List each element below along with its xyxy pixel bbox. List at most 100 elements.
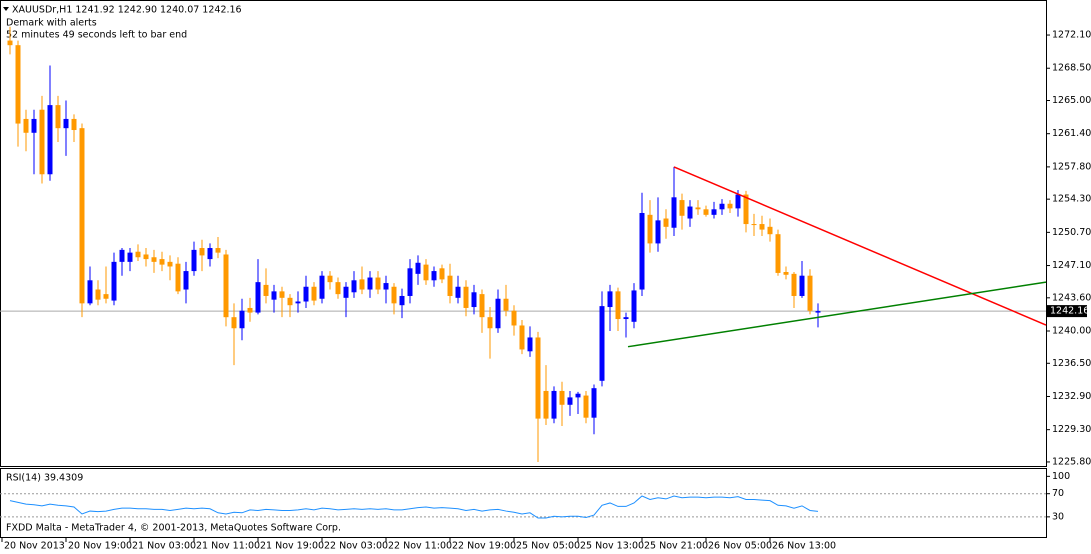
candle-body [615, 291, 621, 320]
candle-body [199, 248, 205, 256]
x-tick-label: 26 Nov 05:00 [708, 541, 772, 552]
candle-body [143, 254, 149, 260]
candle-body [647, 214, 653, 244]
candle-body [679, 200, 685, 216]
rsi-tick-label: 70 [1052, 488, 1064, 499]
candle-body [239, 310, 245, 329]
candle-body [591, 388, 597, 418]
candle-body [495, 298, 501, 329]
y-tick-label: 1257.80 [1052, 161, 1091, 172]
candle-body [791, 273, 797, 296]
candle-body [271, 291, 277, 300]
y-tick-label: 1232.90 [1052, 391, 1091, 402]
candle-body [255, 282, 261, 313]
x-tick-label: 25 Nov 05:00 [516, 541, 580, 552]
candle-body [287, 297, 293, 306]
candle-body [711, 209, 717, 215]
candle-body [743, 194, 749, 225]
candle-body [135, 251, 141, 258]
candle-body [311, 286, 317, 301]
y-tick-label: 1250.70 [1052, 227, 1091, 238]
candle-body [327, 275, 333, 283]
chart-title: XAUUSDr,H1 1241.92 1242.90 1240.07 1242.… [12, 5, 242, 16]
y-tick-label: 1265.00 [1052, 95, 1091, 106]
candle-body [279, 291, 285, 298]
candle-body [191, 249, 197, 272]
candle-body [735, 194, 741, 209]
candle-body [151, 257, 157, 262]
candle-body [175, 263, 181, 292]
candle-body [567, 397, 573, 405]
candle-body [159, 259, 165, 265]
candle-body [223, 254, 229, 318]
y-tick-label: 1268.50 [1052, 63, 1091, 74]
candle-body [335, 282, 341, 295]
candle-body [543, 390, 549, 419]
rsi-line [9, 495, 819, 519]
candle-body [391, 286, 397, 304]
footer: FXDD Malta - MetaTrader 4, © 2001-2013, … [6, 523, 341, 534]
candle-body [463, 286, 469, 308]
candle-body [799, 275, 805, 296]
candle-body [727, 203, 733, 209]
y-tick-label: 1229.30 [1052, 424, 1091, 435]
candle-body [423, 264, 429, 281]
price-tag-label: 1242.16 [1050, 306, 1089, 317]
candle-body [351, 280, 357, 293]
candle-body [231, 317, 237, 329]
candle-body [15, 45, 21, 124]
candle-body [455, 286, 461, 298]
candle-body [207, 248, 213, 260]
candle-body [551, 390, 557, 419]
candle-body [639, 212, 645, 290]
y-tick-label: 1243.60 [1052, 292, 1091, 303]
y-tick-label: 1272.10 [1052, 30, 1091, 41]
candle-body [247, 307, 253, 313]
x-tick-label: 21 Nov 03:00 [132, 541, 196, 552]
candle-body [87, 280, 93, 304]
candle-body [343, 286, 349, 298]
candle-body [367, 277, 373, 290]
candle-body [303, 286, 309, 302]
candle-body [447, 275, 453, 296]
candle-body [63, 118, 69, 129]
candle-body [7, 40, 13, 46]
candle-body [215, 248, 221, 253]
candle-body [263, 284, 269, 296]
candle-body [375, 277, 381, 290]
y-tick-label: 1225.80 [1052, 456, 1091, 467]
candle-body [687, 206, 693, 219]
candle-body [319, 275, 325, 299]
y-tick-label: 1254.30 [1052, 194, 1091, 205]
x-tick-label: 25 Nov 13:00 [580, 541, 644, 552]
rsi-label: RSI(14) 39.4309 [6, 473, 83, 484]
rsi-tick-label: 30 [1052, 511, 1064, 522]
candle-body [511, 310, 517, 326]
y-tick-label: 1261.40 [1052, 128, 1091, 139]
candle-body [119, 249, 125, 262]
candle-body [103, 294, 109, 299]
candle-body [503, 298, 509, 311]
x-tick-label: 26 Nov 13:00 [772, 541, 836, 552]
candle-body [47, 105, 53, 175]
x-tick-label: 25 Nov 21:00 [644, 541, 708, 552]
candle-body [623, 317, 629, 320]
candle-body [39, 109, 45, 175]
menu-arrow [3, 7, 9, 11]
candle-body [79, 128, 85, 304]
candle-body [399, 295, 405, 306]
candle-body [671, 197, 677, 228]
candle-body [359, 279, 365, 290]
main-panel [0, 0, 1047, 467]
candle-body [583, 395, 589, 418]
candle-body [415, 262, 421, 274]
candle-body [775, 234, 781, 273]
candle-body [607, 291, 613, 308]
candle-body [599, 306, 605, 381]
bar-timer: 52 minutes 49 seconds left to bar end [6, 30, 187, 41]
candle-body [783, 272, 789, 275]
rsi-tick-label: 100 [1052, 471, 1070, 482]
candle-body [519, 325, 525, 350]
candle-body [479, 294, 485, 318]
